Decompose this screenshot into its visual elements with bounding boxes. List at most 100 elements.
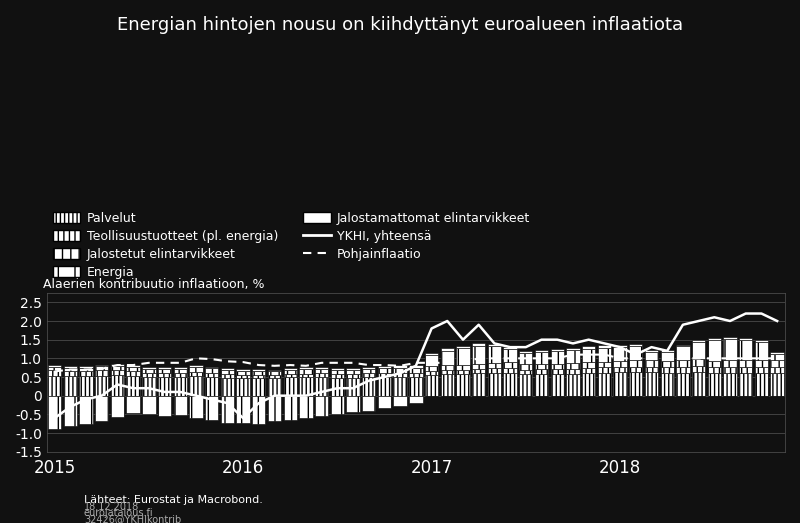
Bar — [64, 396, 77, 426]
Bar — [79, 376, 93, 396]
Bar — [503, 362, 517, 368]
Bar — [110, 396, 124, 417]
Bar — [205, 396, 218, 420]
Bar — [676, 367, 690, 372]
Bar — [770, 367, 784, 373]
Bar — [64, 366, 77, 368]
Bar — [425, 355, 438, 366]
Bar — [158, 396, 171, 416]
Bar — [550, 364, 564, 369]
Bar — [676, 372, 690, 396]
Bar — [394, 368, 407, 372]
Bar — [582, 373, 595, 396]
Bar — [441, 351, 454, 365]
Bar — [142, 373, 155, 377]
Bar — [754, 367, 768, 372]
Bar — [237, 369, 250, 371]
Bar — [48, 365, 62, 367]
Bar — [378, 396, 391, 408]
Bar — [142, 367, 155, 369]
Bar — [456, 374, 470, 396]
Bar — [614, 347, 626, 360]
Bar — [221, 396, 234, 423]
Text: Alaerien kontribuutio inflaatioon, %: Alaerien kontribuutio inflaatioon, % — [43, 278, 265, 291]
Bar — [614, 372, 626, 396]
Bar — [550, 374, 564, 396]
Bar — [582, 346, 595, 349]
Bar — [535, 351, 548, 363]
Bar — [645, 360, 658, 367]
Legend: Palvelut, Teollisuustuotteet (pl. energia), Jalostetut elintarvikkeet, Energia, : Palvelut, Teollisuustuotteet (pl. energi… — [53, 212, 530, 279]
Bar — [550, 349, 564, 351]
Bar — [661, 353, 674, 360]
Bar — [142, 369, 155, 373]
Bar — [378, 366, 391, 368]
Bar — [661, 372, 674, 396]
Bar — [110, 365, 124, 366]
Bar — [629, 367, 642, 372]
Bar — [346, 374, 360, 378]
Bar — [503, 349, 517, 362]
Bar — [142, 396, 155, 414]
Bar — [126, 396, 140, 413]
Bar — [519, 353, 533, 365]
Bar — [425, 366, 438, 371]
Bar — [346, 378, 360, 396]
Bar — [283, 373, 297, 378]
Bar — [692, 366, 706, 372]
Bar — [645, 352, 658, 360]
Bar — [409, 396, 422, 403]
Bar — [268, 396, 281, 421]
Bar — [283, 378, 297, 396]
Bar — [268, 375, 281, 379]
Bar — [378, 377, 391, 396]
Bar — [488, 344, 501, 346]
Bar — [79, 368, 93, 371]
Bar — [535, 369, 548, 373]
Bar — [174, 377, 187, 396]
Bar — [252, 396, 266, 424]
Bar — [629, 346, 642, 360]
Bar — [378, 368, 391, 372]
Bar — [456, 365, 470, 370]
Bar — [723, 373, 737, 396]
Bar — [441, 348, 454, 351]
Bar — [441, 365, 454, 370]
Bar — [48, 376, 62, 396]
Bar — [237, 375, 250, 379]
Text: 18.12.2018: 18.12.2018 — [84, 503, 139, 513]
Bar — [708, 360, 721, 367]
Bar — [535, 363, 548, 369]
Bar — [519, 351, 533, 353]
Bar — [158, 373, 171, 377]
Bar — [126, 376, 140, 396]
Bar — [362, 373, 375, 377]
Bar — [174, 373, 187, 377]
Bar — [221, 368, 234, 370]
Bar — [299, 378, 313, 396]
Bar — [566, 348, 580, 350]
Bar — [614, 367, 626, 372]
Bar — [95, 396, 108, 421]
Bar — [629, 344, 642, 346]
Bar — [110, 375, 124, 396]
Bar — [754, 342, 768, 360]
Bar — [723, 360, 737, 367]
Bar — [110, 370, 124, 375]
Bar — [142, 377, 155, 396]
Bar — [582, 362, 595, 368]
Bar — [315, 373, 328, 377]
Bar — [283, 368, 297, 370]
Bar — [205, 377, 218, 396]
Bar — [221, 374, 234, 378]
Bar — [598, 345, 611, 347]
Bar — [190, 396, 202, 418]
Bar — [64, 371, 77, 376]
Bar — [598, 347, 611, 362]
Bar — [126, 371, 140, 376]
Bar — [48, 396, 62, 429]
Bar — [315, 377, 328, 396]
Bar — [566, 350, 580, 363]
Bar — [723, 367, 737, 373]
Bar — [708, 338, 721, 340]
